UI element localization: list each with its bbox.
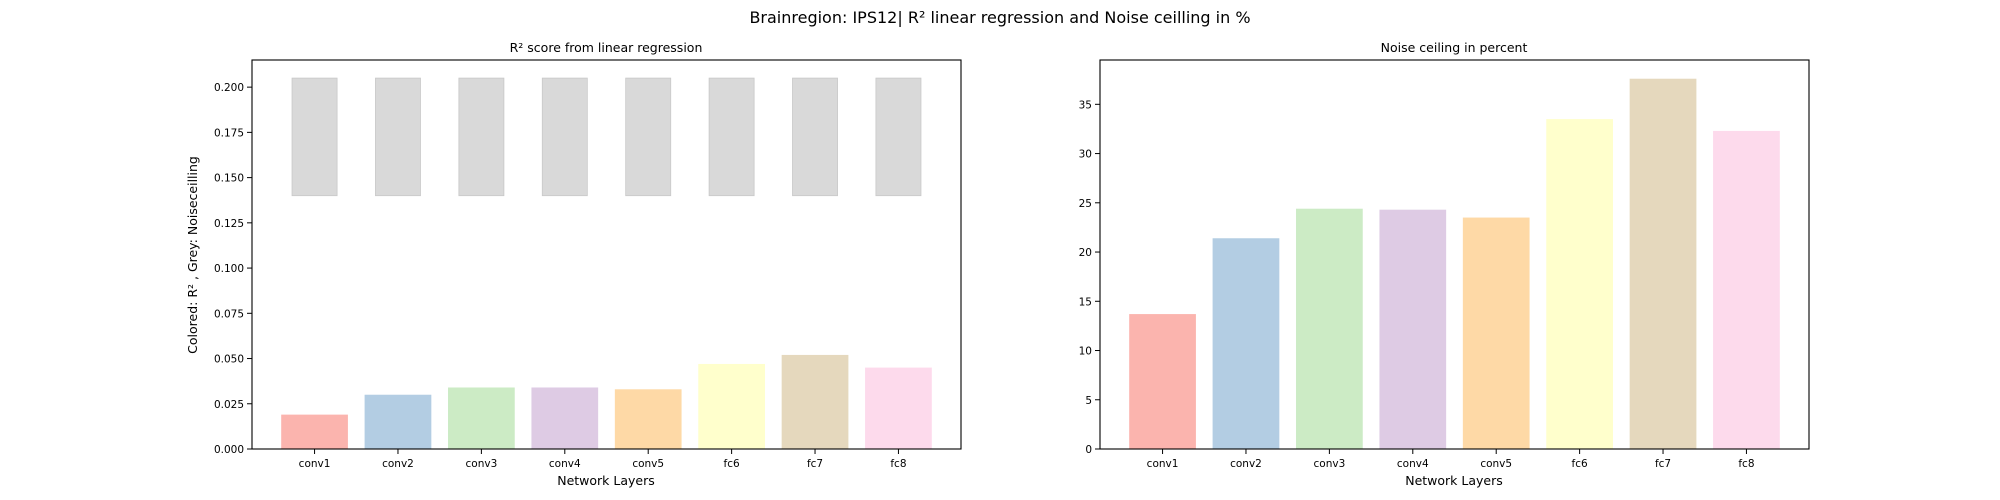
noise-ceiling-bar-conv2 xyxy=(375,77,421,197)
y-tick-label: 0.150 xyxy=(214,173,244,185)
x-tick-label: fc7 xyxy=(807,458,823,470)
x-tick-label: fc8 xyxy=(890,458,906,470)
bar-conv4 xyxy=(531,387,599,449)
bar-conv1 xyxy=(1129,314,1196,449)
bar-fc7 xyxy=(1629,78,1697,449)
x-tick-label: conv4 xyxy=(1397,458,1429,470)
y-tick-label: 0.100 xyxy=(214,263,244,275)
chart-title: Noise ceiling in percent xyxy=(1381,40,1528,55)
plot-area: 0 5 10 15 20 25 30 35 conv1 conv2 conv3 conv4 conv5 f… xyxy=(1079,59,1810,470)
x-tick-label: conv2 xyxy=(1230,458,1262,470)
x-axis-label: Network Layers xyxy=(557,473,655,488)
axes-frame xyxy=(1099,59,1810,450)
noise-ceiling-bar-fc7 xyxy=(792,77,838,197)
bar-fc8 xyxy=(1713,130,1780,450)
bar-conv4 xyxy=(1379,209,1447,449)
noise-ceiling-bar-conv1 xyxy=(291,77,338,197)
x-tick-label: conv2 xyxy=(382,458,414,470)
x-tick-label: conv3 xyxy=(1314,458,1346,470)
x-tick-label: fc7 xyxy=(1655,458,1671,470)
y-tick-label: 0.075 xyxy=(214,308,244,320)
y-tick-label: 0.175 xyxy=(214,127,244,139)
y-tick-label: 20 xyxy=(1079,247,1092,259)
x-tick-label: fc6 xyxy=(724,458,740,470)
bar-conv5 xyxy=(1462,217,1530,449)
y-tick-label: 0 xyxy=(1085,444,1092,456)
noise-ceiling-bar-conv4 xyxy=(541,77,588,197)
x-tick-label: conv1 xyxy=(299,458,331,470)
y-axis-label: Colored: R² , Grey: Noiseceilling xyxy=(185,156,200,354)
x-tick-label: fc8 xyxy=(1738,458,1754,470)
y-tick-label: 0.200 xyxy=(214,82,244,94)
y-tick-label: 15 xyxy=(1079,296,1092,308)
chart-title: R² score from linear regression xyxy=(510,40,703,55)
noise-ceiling-bar-fc6 xyxy=(708,77,755,197)
y-tick-label: 30 xyxy=(1079,149,1092,161)
y-tick-label: 5 xyxy=(1085,395,1092,407)
x-tick-label: conv1 xyxy=(1147,458,1179,470)
y-tick-label: 0.025 xyxy=(214,399,244,411)
bar-conv3 xyxy=(1296,208,1363,449)
noise-ceiling-bar-conv3 xyxy=(458,77,505,197)
bar-fc8 xyxy=(865,367,932,449)
x-tick-label: fc6 xyxy=(1572,458,1588,470)
bar-conv5 xyxy=(614,389,682,449)
figure-title: Brainregion: IPS12| R² linear regression… xyxy=(749,8,1250,27)
x-tick-label: conv5 xyxy=(1480,458,1512,470)
r2-chart: R² score from linear regression Network … xyxy=(185,40,962,488)
bar-conv1 xyxy=(281,414,348,449)
y-tick-label: 0.000 xyxy=(214,444,244,456)
x-tick-label: conv3 xyxy=(466,458,498,470)
noise-ceiling-bar-fc8 xyxy=(875,77,922,197)
y-tick-label: 35 xyxy=(1079,99,1092,111)
bar-fc6 xyxy=(1546,119,1613,449)
bar-fc7 xyxy=(781,354,849,449)
y-tick-label: 25 xyxy=(1079,198,1092,210)
x-axis-label: Network Layers xyxy=(1405,473,1503,488)
y-tick-label: 0.125 xyxy=(214,218,244,230)
bar-conv2 xyxy=(364,394,432,449)
axes-frame xyxy=(251,59,962,450)
x-tick-label: conv4 xyxy=(549,458,581,470)
plot-area: 0.000 0.025 0.050 0.075 0.100 0.125 0.150 0.175… xyxy=(214,59,962,470)
y-tick-label: 0.050 xyxy=(214,354,244,366)
bar-conv2 xyxy=(1212,238,1280,449)
y-tick-label: 10 xyxy=(1079,346,1092,358)
noise-ceiling-bar-conv5 xyxy=(625,77,672,197)
bar-conv3 xyxy=(448,387,515,449)
bar-fc6 xyxy=(698,363,765,449)
x-tick-label: conv5 xyxy=(632,458,664,470)
noise-ceiling-chart: Noise ceiling in percent Network Layers … xyxy=(1079,40,1810,488)
